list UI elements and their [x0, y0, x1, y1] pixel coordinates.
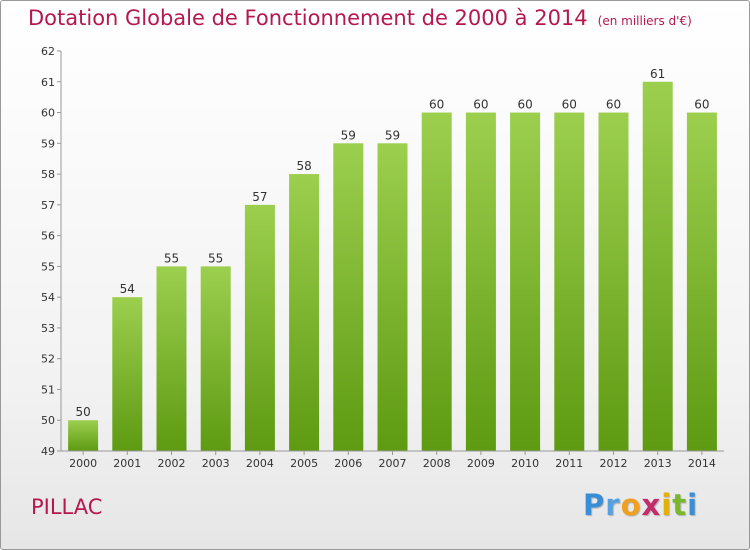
y-tick-label: 60: [41, 107, 55, 120]
bar: [289, 174, 320, 452]
bar: [68, 420, 99, 451]
bar: [465, 112, 496, 452]
x-tick-label: 2003: [202, 457, 230, 470]
y-tick-label: 59: [41, 137, 55, 150]
y-tick-label: 53: [41, 322, 55, 335]
bar-value-label: 59: [385, 128, 400, 142]
y-tick-label: 56: [41, 230, 55, 243]
y-tick-label: 51: [41, 383, 55, 396]
bar: [112, 297, 143, 451]
x-tick-label: 2007: [379, 457, 407, 470]
x-tick-label: 2009: [467, 457, 495, 470]
chart-subtitle: (en milliers d'€): [597, 14, 692, 28]
bar-value-label: 60: [562, 98, 577, 112]
x-tick-label: 2012: [600, 457, 628, 470]
bar-value-label: 50: [75, 405, 90, 419]
bar: [598, 112, 629, 452]
x-tick-label: 2004: [246, 457, 274, 470]
x-tick-label: 2001: [113, 457, 141, 470]
logo-letter: P: [583, 488, 606, 522]
bar-value-label: 58: [296, 159, 311, 173]
bar-value-label: 57: [252, 190, 267, 204]
logo-letter: o: [620, 488, 642, 522]
y-axis: 49 50 51 52 53 54 55 56 57 58 59 60 61 62: [41, 45, 62, 458]
x-axis: 2000 2001 2002 2003 2004 2005 2006 2007 2008 2009…: [61, 450, 724, 470]
x-tick-label: 2006: [334, 457, 362, 470]
y-tick-label: 50: [41, 414, 55, 427]
x-tick-label: 2013: [644, 457, 672, 470]
proxiti-logo: Proxiti: [583, 488, 698, 522]
bar: [686, 112, 717, 452]
bar: [510, 112, 541, 452]
x-tick-label: 2002: [158, 457, 186, 470]
bar: [244, 204, 275, 451]
bar-value-label: 61: [650, 67, 665, 81]
x-tick-label: 2010: [511, 457, 539, 470]
bar-value-label: 60: [473, 98, 488, 112]
y-tick-label: 49: [41, 445, 55, 458]
bar-value-label: 60: [429, 98, 444, 112]
y-tick-label: 61: [41, 76, 55, 89]
x-tick-label: 2014: [688, 457, 716, 470]
bar-value-label: 54: [120, 282, 135, 296]
chart-title: Dotation Globale de Fonctionnement de 20…: [28, 6, 692, 30]
logo-letter: r: [605, 488, 621, 522]
bar-value-label: 59: [341, 128, 356, 142]
bar: [421, 112, 452, 452]
bars: 50 54 55 55 57 58 59 59 60 60 60 60 60 61 60: [68, 67, 717, 452]
bar-value-label: 60: [517, 98, 532, 112]
y-tick-label: 62: [41, 45, 55, 58]
bar: [333, 143, 364, 452]
x-tick-label: 2011: [555, 457, 583, 470]
y-tick-label: 55: [41, 260, 55, 273]
city-name: PILLAC: [31, 495, 103, 519]
y-tick-label: 58: [41, 168, 55, 181]
logo-letter: x: [641, 488, 662, 522]
x-tick-label: 2000: [69, 457, 97, 470]
logo-letter: i: [661, 488, 673, 522]
bar: [554, 112, 585, 452]
bar: [156, 266, 187, 451]
chart-title-text: Dotation Globale de Fonctionnement de 20…: [28, 6, 588, 30]
y-tick-label: 57: [41, 199, 55, 212]
bar-value-label: 60: [694, 98, 709, 112]
y-tick-label: 52: [41, 353, 55, 366]
bar: [642, 81, 673, 452]
bar-value-label: 55: [164, 251, 179, 265]
logo-letter: t: [672, 488, 688, 522]
bar-value-label: 55: [208, 251, 223, 265]
x-tick-label: 2008: [423, 457, 451, 470]
y-tick-label: 54: [41, 291, 55, 304]
logo-letter: i: [687, 488, 699, 522]
bar: [200, 266, 231, 451]
bar-value-label: 60: [606, 98, 621, 112]
bar: [377, 143, 408, 452]
x-tick-label: 2005: [290, 457, 318, 470]
